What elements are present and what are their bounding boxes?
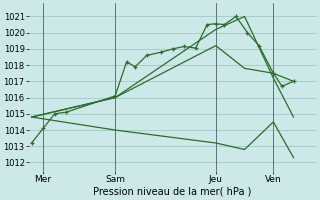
X-axis label: Pression niveau de la mer( hPa ): Pression niveau de la mer( hPa ): [93, 187, 252, 197]
